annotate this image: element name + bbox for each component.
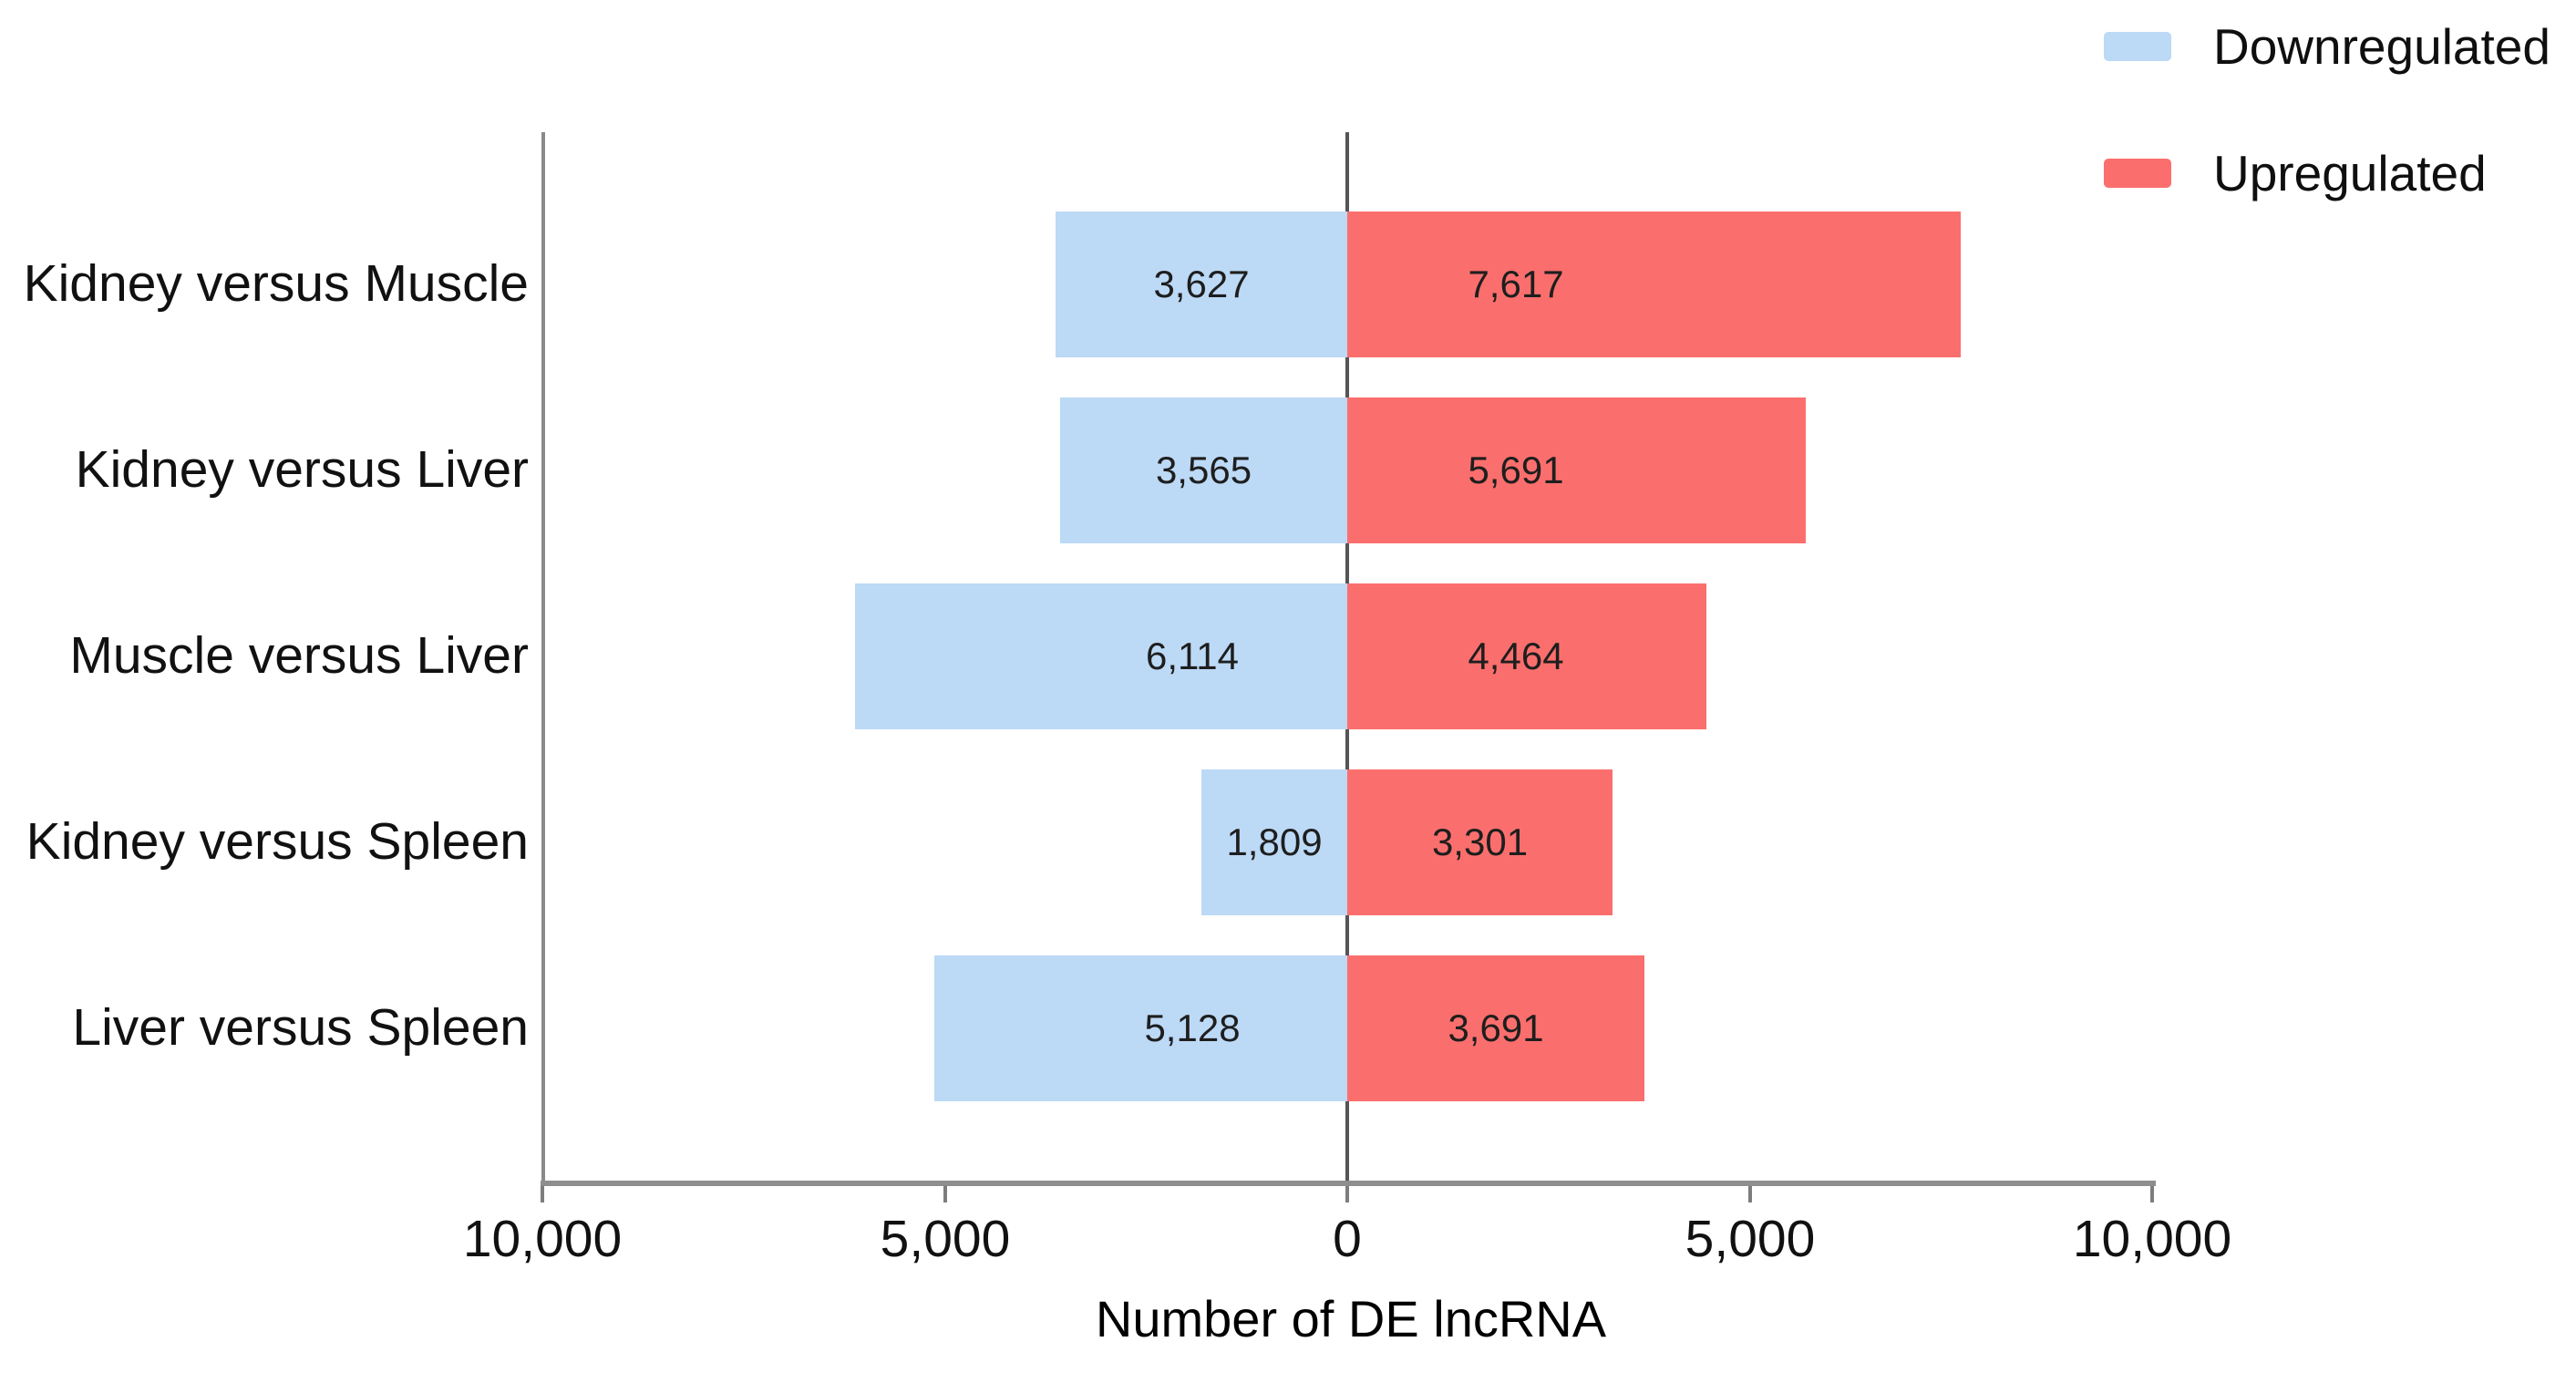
x-tick-mark (541, 1186, 544, 1202)
bar-downregulated (934, 955, 1347, 1101)
bar-upregulated (1347, 955, 1644, 1101)
category-label: Muscle versus Liver (69, 626, 529, 685)
bar-upregulated (1347, 397, 1806, 543)
bar-value-downregulated: 3,565 (1155, 449, 1252, 491)
x-axis-title: Number of DE lncRNA (1095, 1290, 1607, 1347)
bar-upregulated (1347, 583, 1706, 729)
legend-swatch-upregulated (2104, 159, 2171, 188)
bar-downregulated (855, 583, 1347, 729)
category-label: Liver versus Spleen (72, 998, 529, 1057)
x-tick-mark (1345, 1186, 1349, 1202)
legend-label: Downregulated (2213, 18, 2550, 75)
category-label: Kidney versus Muscle (23, 254, 529, 313)
x-tick-label: 10,000 (462, 1210, 623, 1268)
x-tick-label: 5,000 (880, 1210, 1011, 1268)
bar-value-upregulated: 3,301 (1431, 821, 1529, 863)
x-tick-mark (1748, 1186, 1752, 1202)
bar-value-upregulated: 4,464 (1468, 635, 1564, 677)
x-tick-label: 0 (1333, 1210, 1362, 1268)
bar-value-downregulated: 3,627 (1153, 263, 1250, 305)
x-tick-label: 5,000 (1685, 1210, 1816, 1268)
bar-value-upregulated: 3,691 (1448, 1006, 1544, 1049)
bar-upregulated (1347, 212, 1961, 357)
bar-downregulated (1201, 769, 1347, 915)
bar-value-upregulated: 7,617 (1468, 263, 1564, 305)
bar-upregulated (1347, 769, 1613, 915)
x-tick-mark (2150, 1186, 2154, 1202)
bar-downregulated (1060, 397, 1347, 543)
bar-value-downregulated: 1,809 (1226, 821, 1323, 863)
category-label: Kidney versus Liver (75, 440, 529, 499)
legend-label: Upregulated (2213, 145, 2487, 201)
legend-swatch-downregulated (2104, 32, 2171, 61)
bar-value-downregulated: 6,114 (1146, 635, 1239, 677)
y-axis-line (541, 132, 545, 1183)
x-tick-mark (943, 1186, 947, 1202)
bar-downregulated (1056, 212, 1347, 357)
x-axis-line (541, 1181, 2156, 1186)
x-tick-label: 10,000 (2072, 1210, 2232, 1268)
category-label: Kidney versus Spleen (26, 812, 529, 871)
bar-value-upregulated: 5,691 (1468, 449, 1564, 491)
bar-value-downregulated: 5,128 (1144, 1006, 1241, 1049)
